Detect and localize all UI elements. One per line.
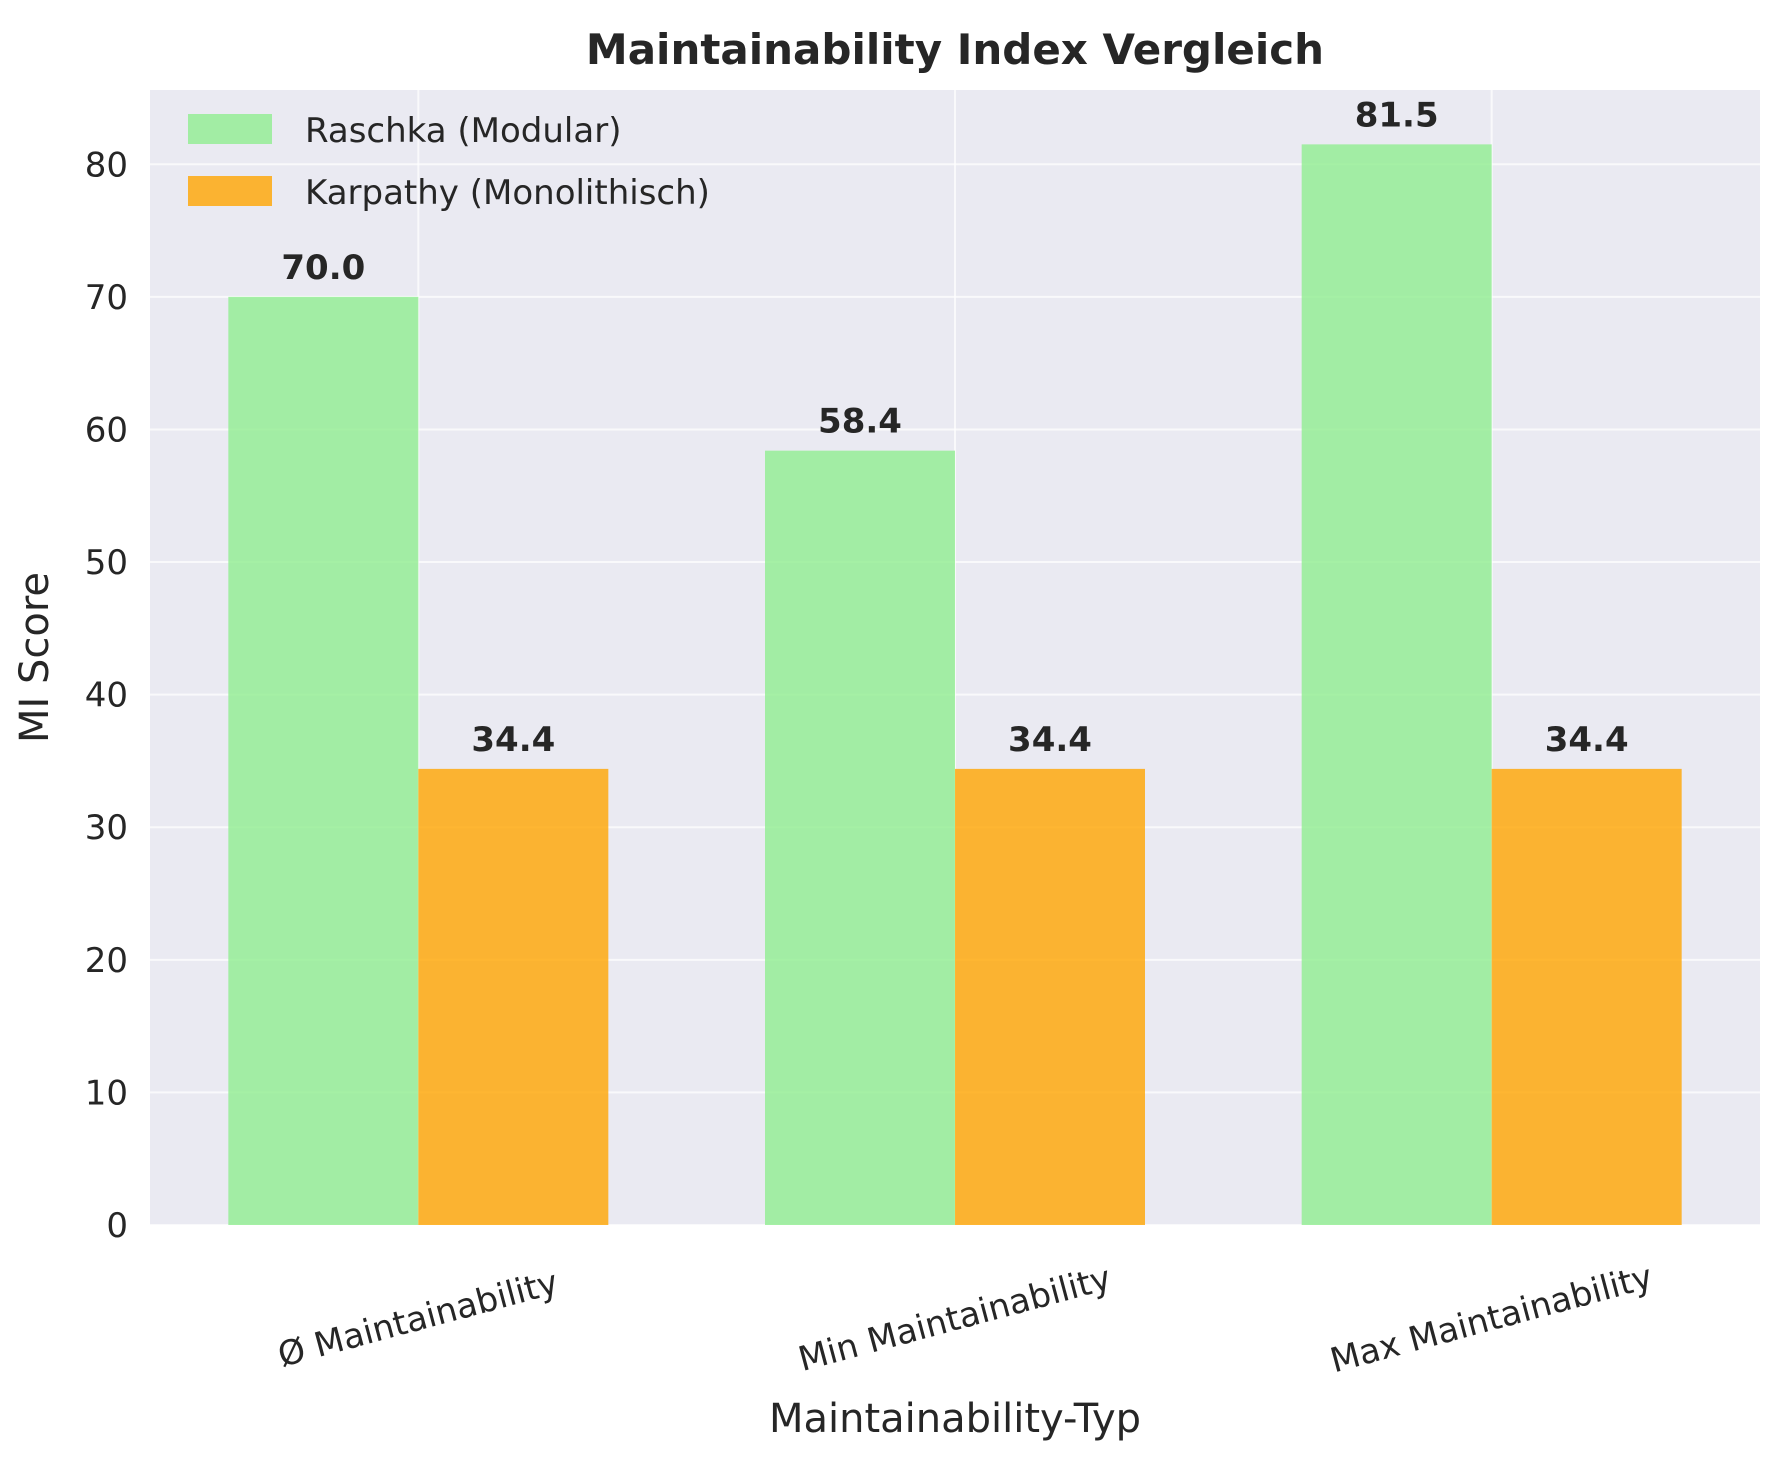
legend-label: Karpathy (Monolithisch) xyxy=(305,173,710,213)
chart-title: Maintainability Index Vergleich xyxy=(586,25,1324,74)
y-axis-label: MI Score xyxy=(12,572,58,743)
legend-swatch xyxy=(188,176,272,206)
bar xyxy=(765,450,955,1226)
x-tick-label: Max Maintainability xyxy=(1326,1257,1657,1381)
bar xyxy=(1301,144,1492,1226)
bar-value-label: 34.4 xyxy=(471,720,555,760)
y-tick-label: 30 xyxy=(85,808,128,848)
y-axis-ticks: 0 10 20 30 40 50 60 70 80 xyxy=(85,145,128,1246)
y-tick-label: 20 xyxy=(85,941,128,981)
bar-labels: 70.0 58.4 81.5 34.4 34.4 34.4 xyxy=(281,95,1628,760)
x-tick-label: Min Maintainability xyxy=(794,1258,1115,1380)
x-axis-ticks: Ø Maintainability Min Maintainability Max … xyxy=(274,1257,1657,1381)
bar xyxy=(418,768,609,1225)
x-tick-label: Ø Maintainability xyxy=(274,1262,563,1375)
bar-value-label: 58.4 xyxy=(818,402,902,442)
bar xyxy=(1491,768,1682,1225)
y-tick-label: 10 xyxy=(85,1073,128,1113)
y-tick-label: 60 xyxy=(85,410,128,450)
legend-swatch xyxy=(188,114,272,144)
y-tick-label: 0 xyxy=(106,1206,128,1246)
bars xyxy=(228,144,1682,1226)
y-tick-label: 50 xyxy=(85,543,128,583)
legend: Raschka (Modular) Karpathy (Monolithisch) xyxy=(188,111,710,213)
legend-label: Raschka (Modular) xyxy=(305,111,621,151)
bar xyxy=(228,296,419,1225)
y-tick-label: 40 xyxy=(85,676,128,716)
bar xyxy=(955,768,1145,1225)
y-tick-label: 70 xyxy=(85,278,128,318)
y-tick-label: 80 xyxy=(85,145,128,185)
bar-value-label: 34.4 xyxy=(1008,720,1092,760)
bar-value-label: 34.4 xyxy=(1545,720,1629,760)
x-axis-label: Maintainability-Typ xyxy=(769,1396,1141,1442)
bar-value-label: 81.5 xyxy=(1355,95,1439,135)
bar-value-label: 70.0 xyxy=(281,248,365,288)
